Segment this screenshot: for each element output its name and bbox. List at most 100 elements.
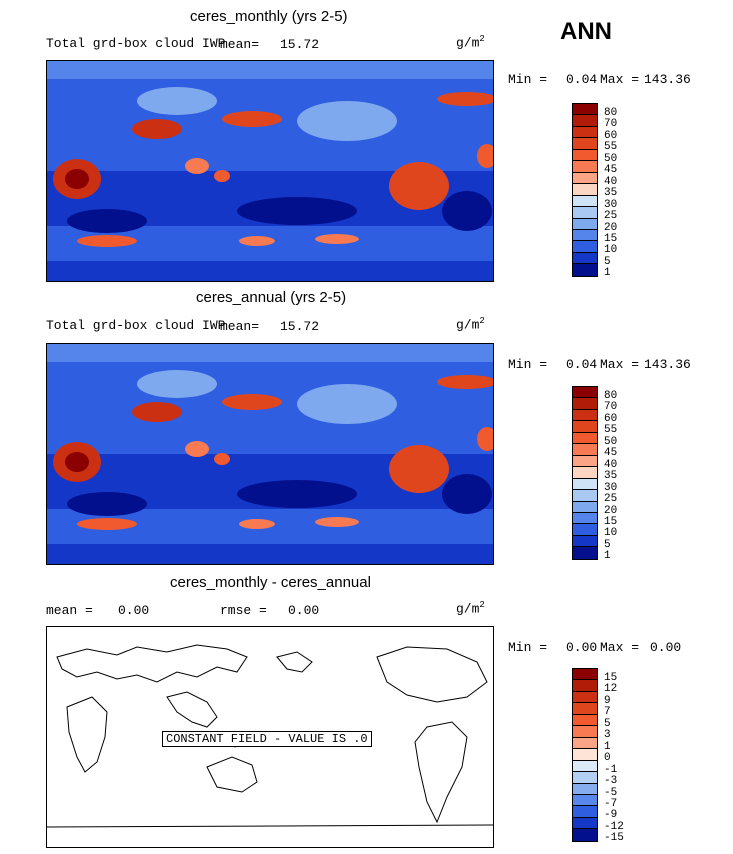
colorbar-tick-label: 30 (604, 481, 618, 494)
colorbar-swatch (573, 432, 597, 445)
colorbar-swatch (573, 252, 597, 265)
colorbar-swatch (573, 501, 597, 513)
panel2-units: g/m2 (456, 316, 485, 333)
colorbar-swatch (573, 444, 597, 456)
panel3-max-label: Max = (600, 640, 640, 655)
panel1-max-label: Max = (600, 72, 640, 87)
colorbar-tick-label: 50 (604, 152, 618, 165)
colorbar-swatch (573, 398, 597, 410)
colorbar-swatch (573, 490, 597, 502)
panel2-colorbar-ticks: 80 70 60 55 50 45 40 35 30 25 20 15 10 5 1 (604, 390, 618, 563)
colorbar-tick-label: 15 (604, 232, 618, 245)
colorbar-swatch (573, 387, 597, 399)
colorbar-tick-label: 7 (604, 706, 611, 719)
colorbar-swatch (573, 726, 597, 738)
colorbar-tick-label: 40 (604, 458, 618, 471)
colorbar-swatch (573, 680, 597, 692)
colorbar-tick-label: 9 (604, 694, 611, 707)
panel3-mean-label: mean = (46, 603, 93, 618)
colorbar-tick-label: -15 (604, 832, 624, 845)
colorbar-tick-label: 70 (604, 401, 618, 414)
panel2-mean-value: 15.72 (280, 319, 320, 334)
colorbar-tick-label: 40 (604, 175, 618, 188)
panel3-rmse-label: rmse = (220, 603, 267, 618)
colorbar-swatch (573, 772, 597, 784)
colorbar-tick-label: 12 (604, 683, 618, 696)
colorbar-tick-label: -9 (604, 809, 618, 822)
colorbar-swatch (573, 669, 597, 681)
colorbar-tick-label: 10 (604, 244, 618, 257)
colorbar-swatch (573, 535, 597, 548)
colorbar-swatch (573, 783, 597, 795)
colorbar-swatch (573, 421, 597, 433)
colorbar-swatch (573, 126, 597, 139)
panel3-colorbar-ticks: 15 12 9 7 5 3 1 0 -1 -3 -5 -7 -9 -12 -15 (604, 672, 624, 845)
colorbar-tick-label: -5 (604, 786, 618, 799)
colorbar-tick-label: 55 (604, 424, 618, 437)
colorbar-tick-label: 60 (604, 412, 618, 425)
colorbar-swatch (573, 714, 597, 727)
colorbar-tick-label: 0 (604, 752, 611, 765)
colorbar-swatch (573, 703, 597, 715)
panel2-colorbar (572, 386, 598, 560)
panel3-title: ceres_monthly - ceres_annual (170, 574, 371, 591)
panel3-colorbar (572, 668, 598, 842)
colorbar-tick-label: 35 (604, 470, 618, 483)
colorbar-tick-label: 25 (604, 210, 618, 223)
colorbar-tick-label: 1 (604, 740, 611, 753)
colorbar-swatch (573, 760, 597, 773)
colorbar-tick-label: 20 (604, 221, 618, 234)
panel2-mean-label: mean= (220, 319, 260, 334)
panel1-min-value: 0.04 (566, 72, 598, 87)
colorbar-tick-label: 20 (604, 504, 618, 517)
panel2-max-label: Max = (600, 357, 640, 372)
colorbar-swatch (573, 172, 597, 185)
colorbar-swatch (573, 467, 597, 479)
colorbar-swatch (573, 264, 597, 276)
panel2-min-label: Min = (508, 357, 548, 372)
colorbar-tick-label: 30 (604, 198, 618, 211)
colorbar-tick-label: 80 (604, 107, 618, 119)
colorbar-tick-label: 25 (604, 493, 618, 506)
panel1-colorbar-ticks: 80 70 60 55 50 45 40 35 30 25 20 15 10 5 1 (604, 107, 618, 280)
colorbar-tick-label: 10 (604, 527, 618, 540)
colorbar-swatch (573, 241, 597, 253)
colorbar-tick-label: -7 (604, 797, 618, 810)
colorbar-swatch (573, 207, 597, 219)
colorbar-swatch (573, 478, 597, 491)
panel2-map (46, 343, 494, 565)
panel3-rmse-value: 0.00 (288, 603, 320, 618)
colorbar-tick-label: -1 (604, 763, 618, 776)
colorbar-swatch (573, 817, 597, 830)
colorbar-tick-label: 60 (604, 129, 618, 142)
colorbar-swatch (573, 691, 597, 704)
panel1-mean-value: 15.72 (280, 37, 320, 52)
colorbar-swatch (573, 229, 597, 242)
panel1-colorbar (572, 103, 598, 277)
constant-field-note: CONSTANT FIELD - VALUE IS .0 (162, 731, 372, 747)
colorbar-swatch (573, 749, 597, 761)
panel2-field (47, 344, 493, 564)
colorbar-tick-label: -3 (604, 775, 618, 788)
colorbar-swatch (573, 104, 597, 116)
panel3-mean-value: 0.00 (118, 603, 150, 618)
panel1-mean-label: mean= (220, 37, 260, 52)
colorbar-swatch (573, 138, 597, 150)
colorbar-tick-label: -12 (604, 820, 624, 833)
panel1-field (47, 61, 493, 281)
colorbar-tick-label: 5 (604, 255, 611, 268)
colorbar-tick-label: 5 (604, 717, 611, 730)
colorbar-swatch (573, 455, 597, 468)
colorbar-tick-label: 15 (604, 672, 618, 684)
panel1-units: g/m2 (456, 34, 485, 51)
colorbar-swatch (573, 737, 597, 750)
colorbar-swatch (573, 161, 597, 173)
colorbar-tick-label: 5 (604, 538, 611, 551)
panel1-variable: Total grd-box cloud IWP (46, 36, 226, 51)
colorbar-swatch (573, 794, 597, 807)
panel2-min-value: 0.04 (566, 357, 598, 372)
colorbar-swatch (573, 524, 597, 536)
colorbar-swatch (573, 149, 597, 162)
colorbar-swatch (573, 115, 597, 127)
colorbar-swatch (573, 547, 597, 559)
